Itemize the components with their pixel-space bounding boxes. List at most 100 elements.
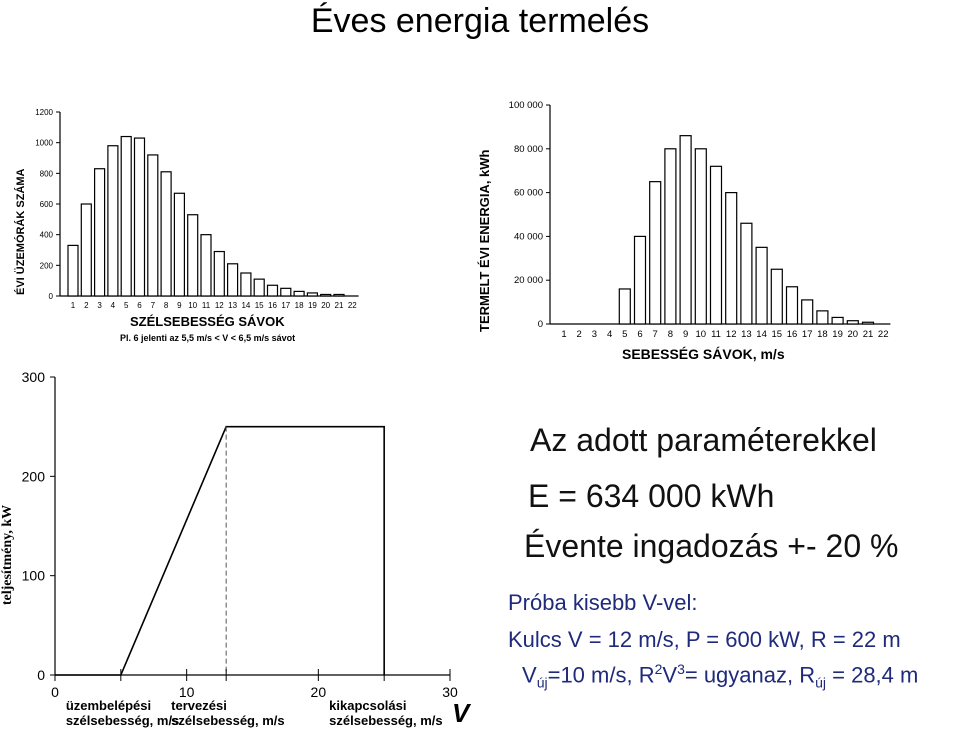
x-tick-label: 4 [111,301,116,310]
y-tick-label: 60 000 [514,188,543,199]
y-axis-label: TERMELT ÉVI ENERGIA, kWh [477,149,492,332]
y-tick-label: 200 [40,261,54,270]
x-tick-label: 13 [228,301,237,310]
x-tick-label: 16 [268,301,277,310]
x-tick-label: 6 [637,329,642,340]
bar [173,192,185,297]
bar [253,278,265,297]
x-tick-label: 20 [321,301,330,310]
x-tick-label: 11 [202,301,211,310]
bar [861,321,875,325]
bar [320,293,332,297]
x-tick-label: 19 [832,329,843,340]
y-tick-label: 0 [49,292,54,301]
x-tick-label: 6 [137,301,142,310]
x-tick-label: 5 [622,329,627,340]
annotation-label: szélsebesség, m/s [66,713,179,728]
annual-energy-chart: TERMELT ÉVI ENERGIA, kWh SEBESSÉG SÁVOK,… [477,100,891,362]
y-tick-label: 400 [40,231,54,240]
x-tick-label: 19 [308,301,317,310]
x-tick-label: 10 [188,301,197,310]
x-tick-label: 18 [817,329,828,340]
annotation-label: szélsebesség, m/s [171,713,284,728]
x-tick-label: 9 [683,329,688,340]
x-tick-label: 21 [335,301,344,310]
power-curve-chart: teljesítmény, kW V 0 100 200 300 0 10 20 30 üzem… [0,369,472,728]
x-tick-label: 4 [607,329,612,340]
bar [664,148,677,325]
params-heading: Az adott paraméterekkel [530,422,877,458]
x-tick-label: 17 [802,329,813,340]
x-tick-label: 2 [84,301,89,310]
bar [133,137,146,297]
bar [266,284,279,297]
bar [755,246,768,325]
y-tick-label: 0 [37,667,45,683]
slide-title: Éves energia termelés [310,2,650,40]
new-parameters: Vúj=10 m/s, R2V3= ugyanaz, Rúj = 28,4 m [522,661,919,691]
x-tick-label: 12 [726,329,737,340]
bar [694,148,707,325]
x-tick-label: 22 [348,301,357,310]
bar [816,310,829,325]
bar [709,165,723,325]
bar [770,268,783,325]
x-tick-label: 8 [668,329,673,340]
annotation-label: szélsebesség, m/s [329,713,442,728]
x-tick-label: 13 [741,329,752,340]
bar [785,286,799,325]
annotation-label: kikapcsolási [329,698,406,713]
bar [293,290,305,297]
x-tick-label: 16 [787,329,798,340]
x-axis-label: SEBESSÉG SÁVOK, m/s [622,346,785,362]
variation-note: Évente ingadozás +- 20 % [524,528,899,564]
bar [227,263,239,297]
chart-note: Pl. 6 jelenti az 5,5 m/s < V < 6,5 m/s s… [120,333,295,343]
x-tick-label: 11 [711,329,721,340]
bar [107,145,119,297]
x-tick-label: 22 [878,329,889,340]
bar [649,181,662,325]
key-parameters: Kulcs V = 12 m/s, P = 600 kW, R = 22 m [508,627,901,652]
x-tick-label: 12 [215,301,224,310]
x-tick-label: 9 [177,301,182,310]
bar [213,250,225,297]
bar [160,171,172,297]
y-tick-label: 1200 [35,108,53,117]
bar [93,168,106,297]
bar [147,154,159,297]
bar [306,292,318,297]
x-tick-label: 14 [756,329,767,340]
bar [240,272,252,297]
x-tick-label: 15 [255,301,264,310]
y-tick-label: 1000 [35,139,53,148]
x-tick-label: 17 [281,301,290,310]
y-axis-label: ÉVI ÜZEMÓRÁK SZÁMA [14,168,27,295]
x-tick-label: 3 [97,301,102,310]
y-tick-label: 100 [22,568,46,584]
x-tick-label: 15 [772,329,783,340]
bar [187,214,199,297]
bar [846,320,859,325]
bar [831,316,844,325]
x-axis-letter: V [452,698,472,728]
bar [280,287,292,297]
y-tick-label: 300 [22,369,46,385]
bar [80,203,92,297]
x-tick-label: 2 [577,329,582,340]
bar [618,288,631,325]
bar [333,293,345,297]
operating-hours-chart: ÉVI ÜZEMÓRÁK SZÁMA SZÉLSEBESSÉG SÁVOK Pl… [14,108,359,343]
bar [740,222,753,325]
y-tick-label: 80 000 [514,144,543,155]
x-tick-label: 14 [241,301,250,310]
x-tick-label: 30 [442,684,458,700]
x-tick-label: 0 [51,684,59,700]
x-tick-label: 18 [295,301,304,310]
y-tick-label: 800 [40,169,54,178]
bar [725,191,738,325]
y-tick-label: 200 [22,468,46,484]
trial-heading: Próba kisebb V-vel: [508,590,698,615]
x-tick-label: 8 [164,301,169,310]
x-tick-label: 20 [311,684,327,700]
